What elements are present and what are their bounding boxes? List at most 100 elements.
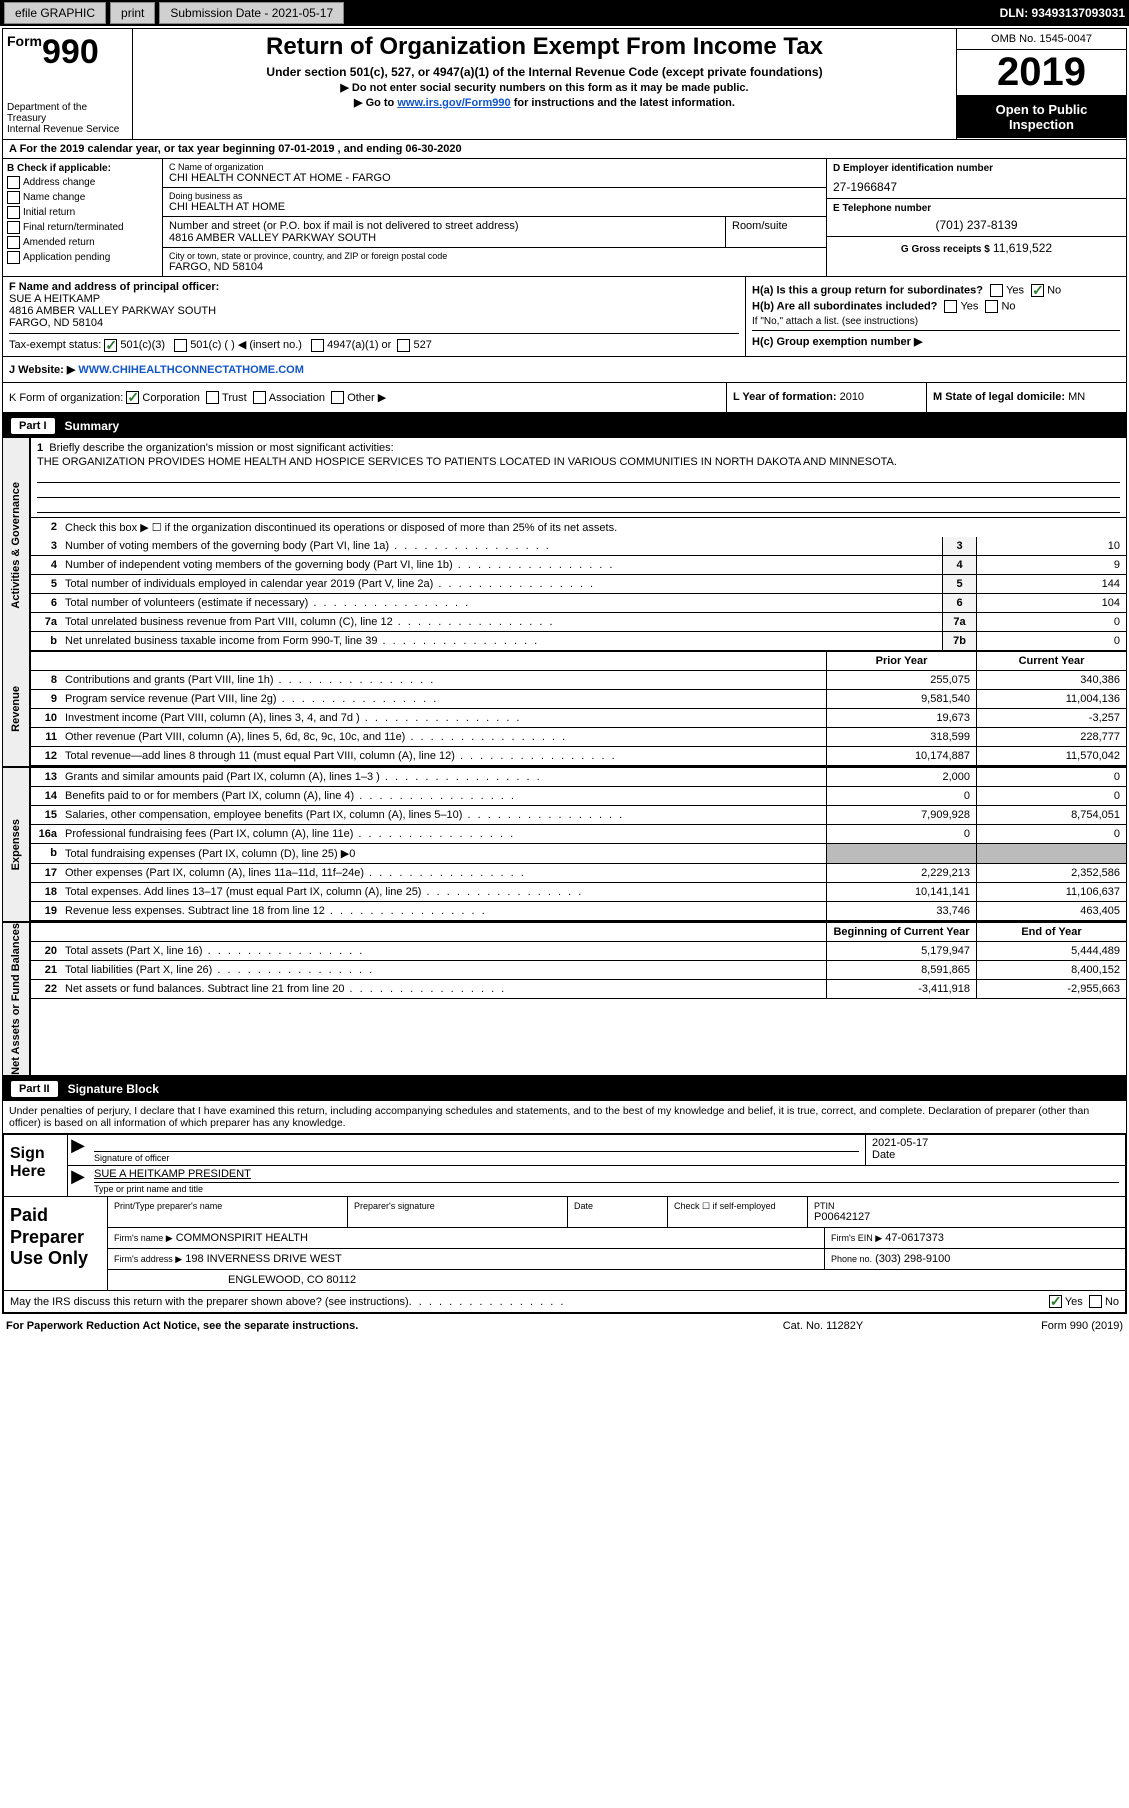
line2: Check this box ▶ ☐ if the organization d… [61,518,1126,537]
discuss-no-checkbox[interactable] [1089,1295,1102,1308]
name-change-checkbox[interactable] [7,191,20,204]
org-name-value: CHI HEALTH CONNECT AT HOME - FARGO [169,172,820,184]
submission-date-button[interactable]: Submission Date - 2021-05-17 [159,2,344,24]
ptin-label: PTIN [814,1201,1119,1211]
hb-no-checkbox[interactable] [985,300,998,313]
527-checkbox[interactable] [397,339,410,352]
form-note2: ▶ Go to www.irs.gov/Form990 for instruct… [141,96,948,109]
corp-checkbox[interactable] [126,391,139,404]
dba-label: Doing business as [169,191,820,201]
mission-label: Briefly describe the organization's miss… [49,442,393,454]
footer: For Paperwork Reduction Act Notice, see … [0,1316,1129,1336]
gross-value: 11,619,522 [993,241,1052,255]
footer-right: Form 990 (2019) [923,1320,1123,1332]
vtab-revenue: Revenue [10,686,22,732]
firm-phone-label: Phone no. [831,1254,872,1264]
net-assets-section: Net Assets or Fund Balances Beginning of… [3,923,1126,1077]
line-17: 17 Other expenses (Part IX, column (A), … [31,864,1126,883]
line-7a: 7a Total unrelated business revenue from… [31,613,1126,632]
name-title-label: Type or print name and title [94,1182,1119,1194]
current-year-header: Current Year [976,652,1126,670]
name-title-value: SUE A HEITKAMP PRESIDENT [94,1168,1119,1182]
public-inspection: Open to Public Inspection [957,96,1126,138]
ein-label: D Employer identification number [833,163,1120,174]
firm-addr-value1: 198 INVERNESS DRIVE WEST [185,1253,342,1265]
firm-name-value: COMMONSPIRIT HEALTH [176,1232,308,1244]
form-prefix: Form [7,33,42,49]
assoc-checkbox[interactable] [253,391,266,404]
topbar: efile GRAPHIC print Submission Date - 20… [0,0,1129,26]
begin-year-header: Beginning of Current Year [826,923,976,941]
firm-name-label: Firm's name ▶ [114,1233,173,1243]
efile-button[interactable]: efile GRAPHIC [4,2,106,24]
gross-label: G Gross receipts $ [901,244,990,255]
website-link[interactable]: WWW.CHIHEALTHCONNECTATHOME.COM [78,364,303,376]
sig-date-label: Date [872,1149,1119,1161]
line-14: 14 Benefits paid to or for members (Part… [31,787,1126,806]
trust-checkbox[interactable] [206,391,219,404]
section-b-label: B Check if applicable: [7,163,158,174]
line-20: 20 Total assets (Part X, line 16) 5,179,… [31,942,1126,961]
line-19: 19 Revenue less expenses. Subtract line … [31,902,1126,921]
paid-preparer-label: Paid Preparer Use Only [4,1197,108,1290]
hb-label: H(b) Are all subordinates included? [752,300,937,312]
line-3: 3 Number of voting members of the govern… [31,537,1126,556]
dln-label: DLN: 93493137093031 [1000,6,1125,20]
form-number: 990 [42,33,99,71]
print-button[interactable]: print [110,2,155,24]
hb-note: If "No," attach a list. (see instruction… [752,316,1120,327]
footer-mid: Cat. No. 11282Y [723,1320,923,1332]
line-9: 9 Program service revenue (Part VIII, li… [31,690,1126,709]
prior-year-header: Prior Year [826,652,976,670]
part2-header: Part IISignature Block [3,1077,1126,1101]
prep-name-label: Print/Type preparer's name [114,1201,341,1211]
address-change-checkbox[interactable] [7,176,20,189]
firm-phone-value: (303) 298-9100 [875,1253,950,1265]
line-b: b Net unrelated business taxable income … [31,632,1126,652]
firm-addr-value2: ENGLEWOOD, CO 80112 [228,1274,356,1286]
street-label: Number and street (or P.O. box if mail i… [169,220,719,232]
revenue-section: Revenue Prior YearCurrent Year 8 Contrib… [3,652,1126,768]
form-990: Form990 Department of the TreasuryIntern… [2,28,1127,1314]
ha-yes-checkbox[interactable] [990,284,1003,297]
form-note1: ▶ Do not enter social security numbers o… [141,81,948,94]
activities-governance-section: Activities & Governance 1 Briefly descri… [3,438,1126,652]
tax-status-label: Tax-exempt status: [9,339,101,351]
vtab-netassets: Net Assets or Fund Balances [10,923,22,1075]
line-8: 8 Contributions and grants (Part VIII, l… [31,671,1126,690]
line-18: 18 Total expenses. Add lines 13–17 (must… [31,883,1126,902]
form-header: Form990 Department of the TreasuryIntern… [3,29,1126,140]
discuss-yes-checkbox[interactable] [1049,1295,1062,1308]
line-21: 21 Total liabilities (Part X, line 26) 8… [31,961,1126,980]
officer-label: F Name and address of principal officer: [9,281,739,293]
line-10: 10 Investment income (Part VIII, column … [31,709,1126,728]
501c3-checkbox[interactable] [104,339,117,352]
mission-text: THE ORGANIZATION PROVIDES HOME HEALTH AN… [37,456,1120,468]
other-checkbox[interactable] [331,391,344,404]
city-label: City or town, state or province, country… [169,251,820,261]
end-year-header: End of Year [976,923,1126,941]
expenses-section: Expenses 13 Grants and similar amounts p… [3,768,1126,923]
ha-no-checkbox[interactable] [1031,284,1044,297]
501c-checkbox[interactable] [174,339,187,352]
line-13: 13 Grants and similar amounts paid (Part… [31,768,1126,787]
k-row: K Form of organization: Corporation Trus… [3,383,1126,415]
line-16a: 16a Professional fundraising fees (Part … [31,825,1126,844]
line16b: Total fundraising expenses (Part IX, col… [61,844,826,863]
paid-preparer-table: Paid Preparer Use Only Print/Type prepar… [3,1197,1126,1291]
footer-left: For Paperwork Reduction Act Notice, see … [6,1320,723,1332]
hb-yes-checkbox[interactable] [944,300,957,313]
self-emp-label: Check ☐ if self-employed [674,1201,801,1212]
line-4: 4 Number of independent voting members o… [31,556,1126,575]
website-row: J Website: ▶ WWW.CHIHEALTHCONNECTATHOME.… [3,357,1126,383]
ein-value: 27-1966847 [833,180,1120,194]
irs-link[interactable]: www.irs.gov/Form990 [397,97,510,109]
line-12: 12 Total revenue—add lines 8 through 11 … [31,747,1126,766]
firm-ein-label: Firm's EIN ▶ [831,1233,882,1243]
application-pending-checkbox[interactable] [7,251,20,264]
room-label: Room/suite [732,220,820,232]
final-return-checkbox[interactable] [7,221,20,234]
amended-return-checkbox[interactable] [7,236,20,249]
4947-checkbox[interactable] [311,339,324,352]
initial-return-checkbox[interactable] [7,206,20,219]
